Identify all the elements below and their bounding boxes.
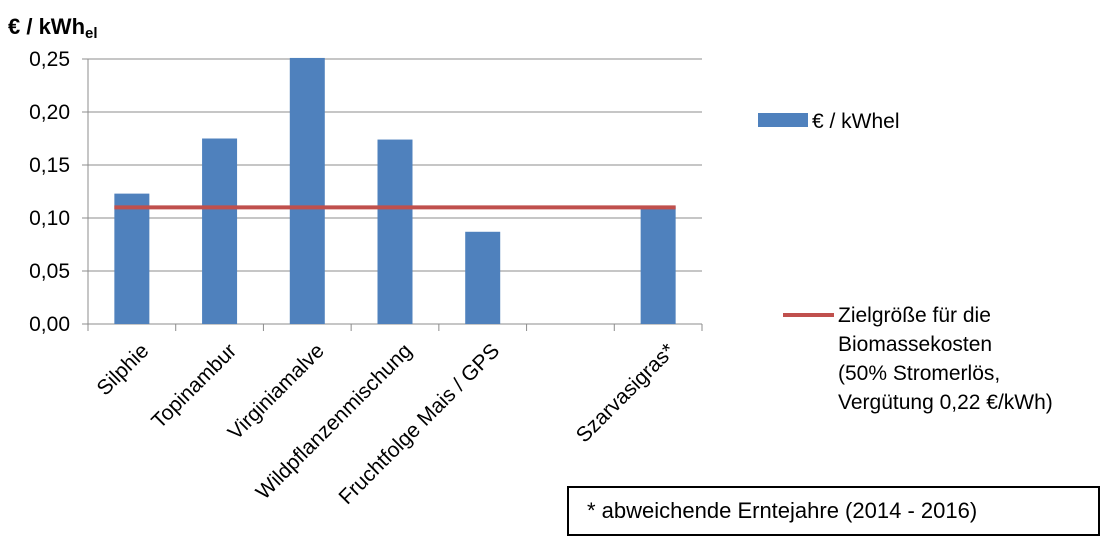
bars xyxy=(114,57,676,324)
legend-line-label: Zielgröße für die xyxy=(838,304,991,327)
x-tick-label: Topinambur xyxy=(147,339,241,433)
x-tick-label: Wildpflanzenmischung xyxy=(252,339,417,504)
y-tick-labels: 0,00 0,05 0,10 0,15 0,20 0,25 xyxy=(29,48,70,336)
legend: € / kWhel Zielgröße für die Biomassekosten… xyxy=(758,110,1053,414)
y-tick-label: 0,25 xyxy=(29,48,70,71)
bar xyxy=(640,206,676,324)
legend-bar-label: € / kWhel xyxy=(812,110,900,133)
y-tick-label: 0,00 xyxy=(29,313,70,336)
axes xyxy=(82,58,703,331)
y-tick-label: 0,20 xyxy=(29,101,70,124)
x-tick-label: Szarvasigras* xyxy=(572,339,680,447)
legend-line-label: Biomassekosten xyxy=(838,333,992,356)
bar xyxy=(202,138,238,324)
y-axis-title: € / kWhel xyxy=(8,14,98,42)
x-tick-label: Fruchtfolge Mais / GPS xyxy=(334,339,504,509)
y-tick-label: 0,15 xyxy=(29,154,70,177)
legend-bar-swatch xyxy=(758,113,808,127)
legend-line-label: (50% Stromerlös, xyxy=(838,362,1000,385)
y-axis-title-subscript: el xyxy=(85,25,98,42)
legend-line-label: Vergütung 0,22 €/kWh) xyxy=(838,391,1053,414)
y-axis-title-main: € / kWh xyxy=(8,14,86,39)
y-tick-label: 0,10 xyxy=(29,207,70,230)
bar xyxy=(377,139,413,324)
bar xyxy=(114,193,150,324)
x-tick-label: Silphie xyxy=(93,339,154,400)
footnote-box: * abweichende Erntejahre (2014 - 2016) xyxy=(567,486,1100,536)
y-tick-label: 0,05 xyxy=(29,260,70,283)
x-tick-labels: SilphieTopinamburVirginiamalveWildpflanz… xyxy=(93,339,680,509)
footnote-text: * abweichende Erntejahre (2014 - 2016) xyxy=(587,498,978,523)
bar xyxy=(465,231,501,324)
bar xyxy=(289,57,325,324)
